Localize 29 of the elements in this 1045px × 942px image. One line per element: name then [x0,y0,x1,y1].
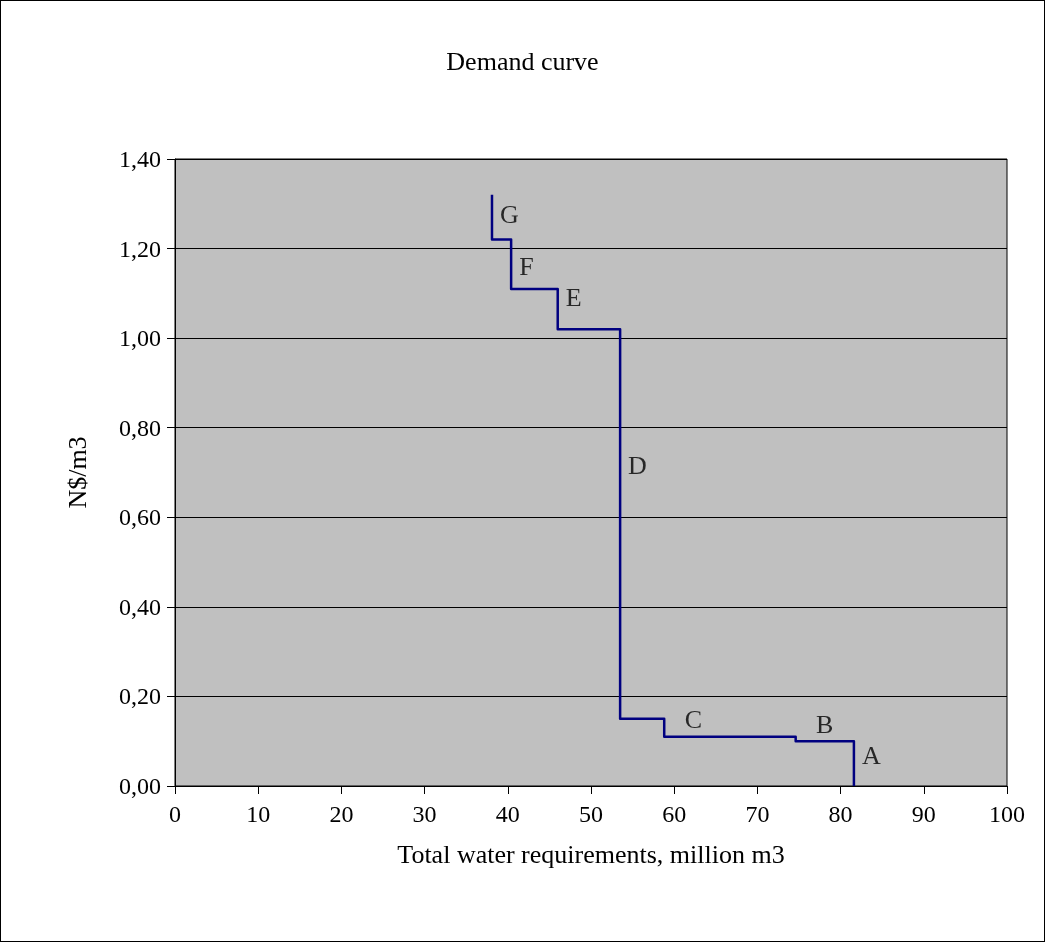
annotation: G [499,200,519,230]
x-tick-label: 40 [495,801,520,827]
annotation: D [628,451,647,481]
x-tick-label: 90 [911,801,936,827]
x-tick-label: 20 [329,801,354,827]
x-tick-label: 100 [989,801,1025,827]
x-tick-label: 10 [246,801,271,827]
y-axis-title: N$/m3 [62,436,92,509]
y-tick-label: 0,80 [119,414,161,441]
x-tick-label: 50 [579,801,603,827]
annotation: C [684,705,703,735]
x-tick-label: 80 [828,801,853,827]
y-tick-label: 1,00 [119,325,161,352]
y-tick-label: 0,40 [119,593,161,620]
y-tick-label: 1,20 [119,235,161,262]
annotation: E [565,283,582,313]
annotation: F [519,251,534,281]
y-tick-label: 0,20 [119,683,161,710]
y-tick-label: 0,00 [119,773,161,799]
x-tick-label: 70 [745,801,770,827]
x-tick-label: 30 [412,801,437,827]
x-tick-label: 0 [169,801,181,827]
annotation: B [816,709,834,739]
x-axis-title: Total water requirements, million m3 [397,839,785,869]
chart-title: Demand curve [446,46,599,76]
y-tick-label: 1,40 [119,146,161,172]
y-tick-label: 0,60 [119,504,161,531]
annotation: A [861,741,881,771]
x-tick-label: 60 [662,801,687,827]
